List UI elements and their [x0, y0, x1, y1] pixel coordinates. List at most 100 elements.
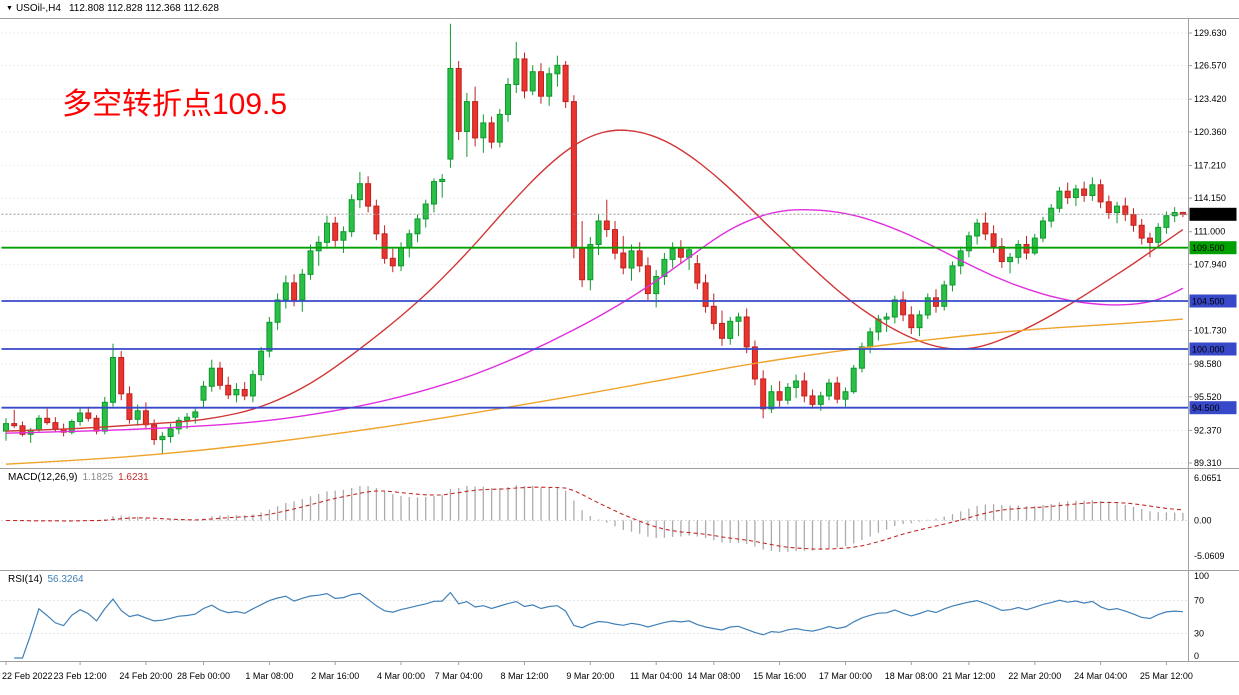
time-axis[interactable]: 22 Feb 2022 23 Feb 12:00 24 Feb 20:00 28 Fe… [2, 662, 1193, 681]
candle-body [118, 357, 125, 395]
candle-body [521, 58, 528, 92]
candle-body [291, 282, 298, 301]
chart-dropdown-icon[interactable]: ▼ [6, 5, 13, 12]
candle-body [274, 299, 281, 323]
candle-body [1089, 184, 1096, 197]
price-tick-label: 120.360 [1194, 127, 1227, 137]
candle-body [1155, 226, 1162, 243]
rsi-axis-70: 70 [1194, 596, 1204, 606]
time-tick-label: 2 Mar 16:00 [311, 671, 359, 681]
annotation-text: 多空转折点109.5 [62, 88, 288, 121]
candle-body [134, 410, 141, 420]
candle-body [933, 297, 939, 307]
rsi-name: RSI(14) [8, 574, 43, 585]
candle-body [636, 250, 643, 267]
candle-body [315, 241, 322, 252]
candle-body [719, 322, 725, 339]
time-tick-label: 18 Mar 08:00 [885, 671, 938, 681]
candle-body [768, 391, 775, 410]
candle-body [52, 422, 59, 430]
candle-body [1015, 244, 1022, 258]
candle-body [644, 265, 651, 294]
candle-body [858, 346, 865, 369]
candle-body [513, 58, 520, 86]
candle-body [299, 273, 306, 301]
price-tick-label: 126.570 [1194, 61, 1227, 71]
symbol-period-label: USOil-,H4 [15, 3, 61, 14]
candle-body [842, 391, 849, 400]
time-tick-label: 1 Mar 08:00 [245, 671, 293, 681]
candle-body [175, 419, 182, 430]
candle-body [924, 297, 931, 316]
candle-body [546, 73, 553, 97]
level-price-label: 100.000 [1192, 345, 1225, 355]
candle-body [916, 314, 923, 329]
candle-body [406, 233, 413, 249]
candle-body [233, 389, 240, 396]
candle-body [587, 244, 594, 281]
candle-body [891, 299, 898, 318]
macd-value-main: 1.1825 [82, 472, 114, 483]
rsi-label: RSI(14) 56.3264 [8, 574, 84, 585]
candle-body [743, 316, 750, 348]
candle-body [455, 68, 462, 132]
candle-body [702, 282, 709, 307]
candle-body [1023, 244, 1030, 254]
candle-body [554, 64, 561, 75]
level-price-box [1189, 342, 1237, 356]
candle-body [1031, 237, 1038, 254]
candle-body [373, 205, 380, 235]
candle-body [817, 395, 824, 405]
candle-body [44, 417, 51, 424]
time-tick-label: 4 Mar 00:00 [377, 671, 425, 681]
price-tick-label: 117.210 [1194, 161, 1226, 171]
candle-body [488, 122, 495, 143]
candle-body [151, 424, 158, 441]
candle-body [77, 412, 84, 422]
candle-body [200, 385, 207, 401]
level-price-box [1189, 241, 1237, 255]
candle-body [776, 391, 783, 401]
macd-panel [1, 485, 1188, 552]
candle-body [801, 380, 808, 397]
candle-body [282, 282, 289, 301]
candle-body [307, 250, 314, 275]
candle-body [570, 101, 577, 249]
macd-value-signal: 1.6231 [118, 472, 149, 483]
rsi-axis-30: 30 [1194, 628, 1204, 638]
candle-body [217, 367, 223, 386]
candle-body [35, 417, 42, 431]
candle-body [3, 423, 9, 432]
candle-body [760, 378, 767, 410]
horizontal-level-lines[interactable] [1, 213, 1189, 409]
candle-body [826, 382, 832, 397]
candle-body [505, 84, 511, 115]
price-axis[interactable]: 129.630 126.570 123.420 120.360 117.210 114.1… [1188, 28, 1237, 661]
candle-body [809, 395, 816, 405]
macd-signal-line [6, 486, 1183, 550]
time-tick-label: 24 Feb 20:00 [119, 671, 172, 681]
candle-body [949, 265, 956, 286]
candle-body [258, 350, 265, 376]
candle-body [68, 421, 75, 433]
candle-body [480, 122, 487, 139]
ma-fast-red [5, 129, 1184, 432]
candle-body [447, 68, 454, 160]
candle-body [850, 367, 857, 393]
candle-body [159, 435, 166, 441]
candle-body [1105, 201, 1112, 214]
price-tick-label: 101.730 [1194, 326, 1227, 336]
candle-body [126, 393, 133, 420]
time-tick-label: 8 Mar 12:00 [500, 671, 548, 681]
candle-body [579, 247, 586, 281]
time-tick-label: 22 Mar 20:00 [1008, 671, 1061, 681]
rsi-value: 56.3264 [47, 574, 84, 585]
candle-body [669, 248, 676, 260]
candle-body [603, 220, 610, 230]
time-tick-label: 28 Feb 00:00 [177, 671, 230, 681]
level-price-box [1189, 294, 1237, 308]
candle-body [694, 263, 701, 284]
candle-body [900, 299, 907, 316]
